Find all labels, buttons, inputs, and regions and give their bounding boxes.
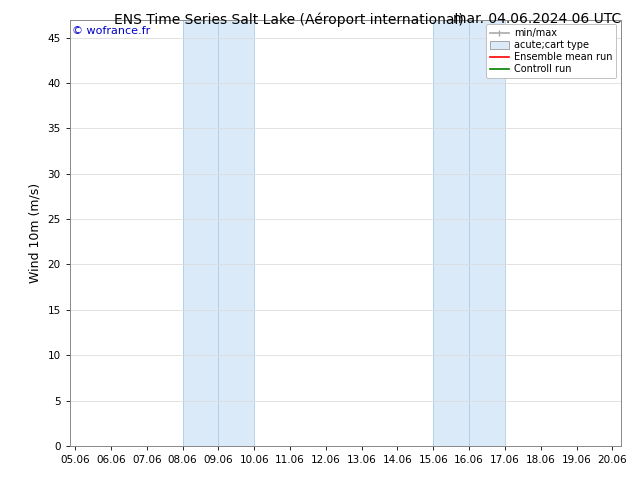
- Legend: min/max, acute;cart type, Ensemble mean run, Controll run: min/max, acute;cart type, Ensemble mean …: [486, 24, 616, 78]
- Text: ENS Time Series Salt Lake (Aéroport international): ENS Time Series Salt Lake (Aéroport inte…: [114, 12, 464, 27]
- Text: mar. 04.06.2024 06 UTC: mar. 04.06.2024 06 UTC: [453, 12, 621, 26]
- Y-axis label: Wind 10m (m/s): Wind 10m (m/s): [29, 183, 42, 283]
- Text: © wofrance.fr: © wofrance.fr: [72, 26, 151, 36]
- Bar: [183, 20, 254, 446]
- Bar: [433, 20, 505, 446]
